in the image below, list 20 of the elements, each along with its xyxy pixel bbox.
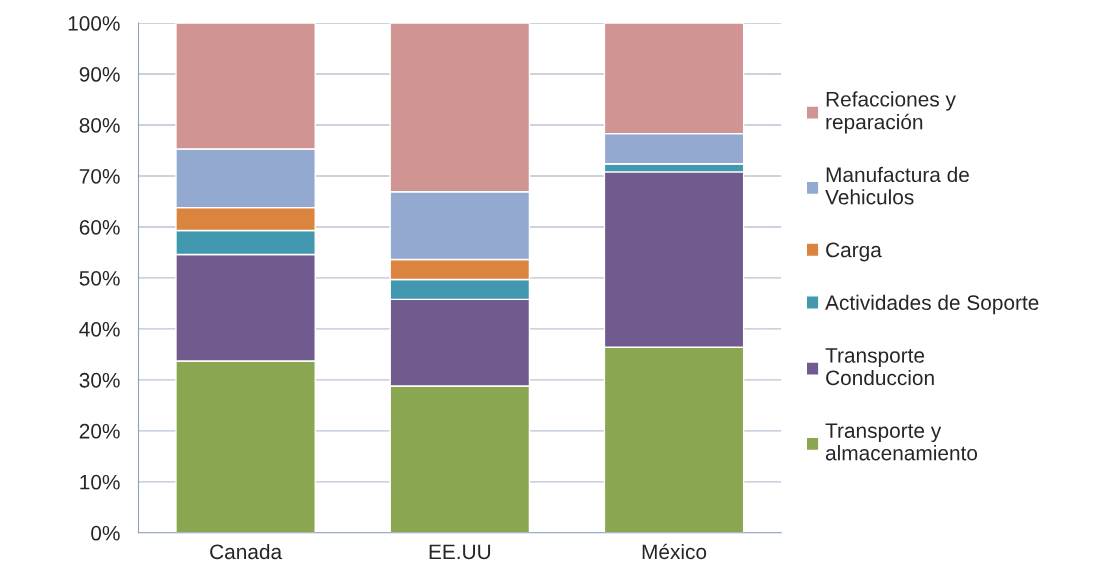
legend-label: Refacciones y reparación [826,91,956,134]
legend-label: Transporte Conduccion [825,348,934,386]
y-tick-label: 30% [79,372,120,388]
x-tick-label: EE.UU [429,544,491,560]
y-tick-label: 40% [79,321,120,337]
x-tick-label: México [642,543,707,560]
legend-label: Manufactura de Vehiculos [825,166,969,205]
y-tick-label: 60% [79,219,120,235]
y-tick-label: 90% [79,67,120,82]
legend-label: Carga [826,242,882,262]
legend-label: Transporte y almacenamiento [825,423,978,461]
y-tick-label: 20% [79,423,120,439]
y-tick-label: 70% [79,168,120,184]
legend-label: Actividades de Soporte [825,294,1039,315]
y-tick-label: 10% [80,474,120,490]
y-tick-label: 50% [79,270,120,286]
y-tick-label: 80% [79,117,120,133]
x-tick-label: Canada [210,543,283,560]
y-tick-label: 0% [91,525,120,541]
y-tick-label: 100% [68,16,120,31]
